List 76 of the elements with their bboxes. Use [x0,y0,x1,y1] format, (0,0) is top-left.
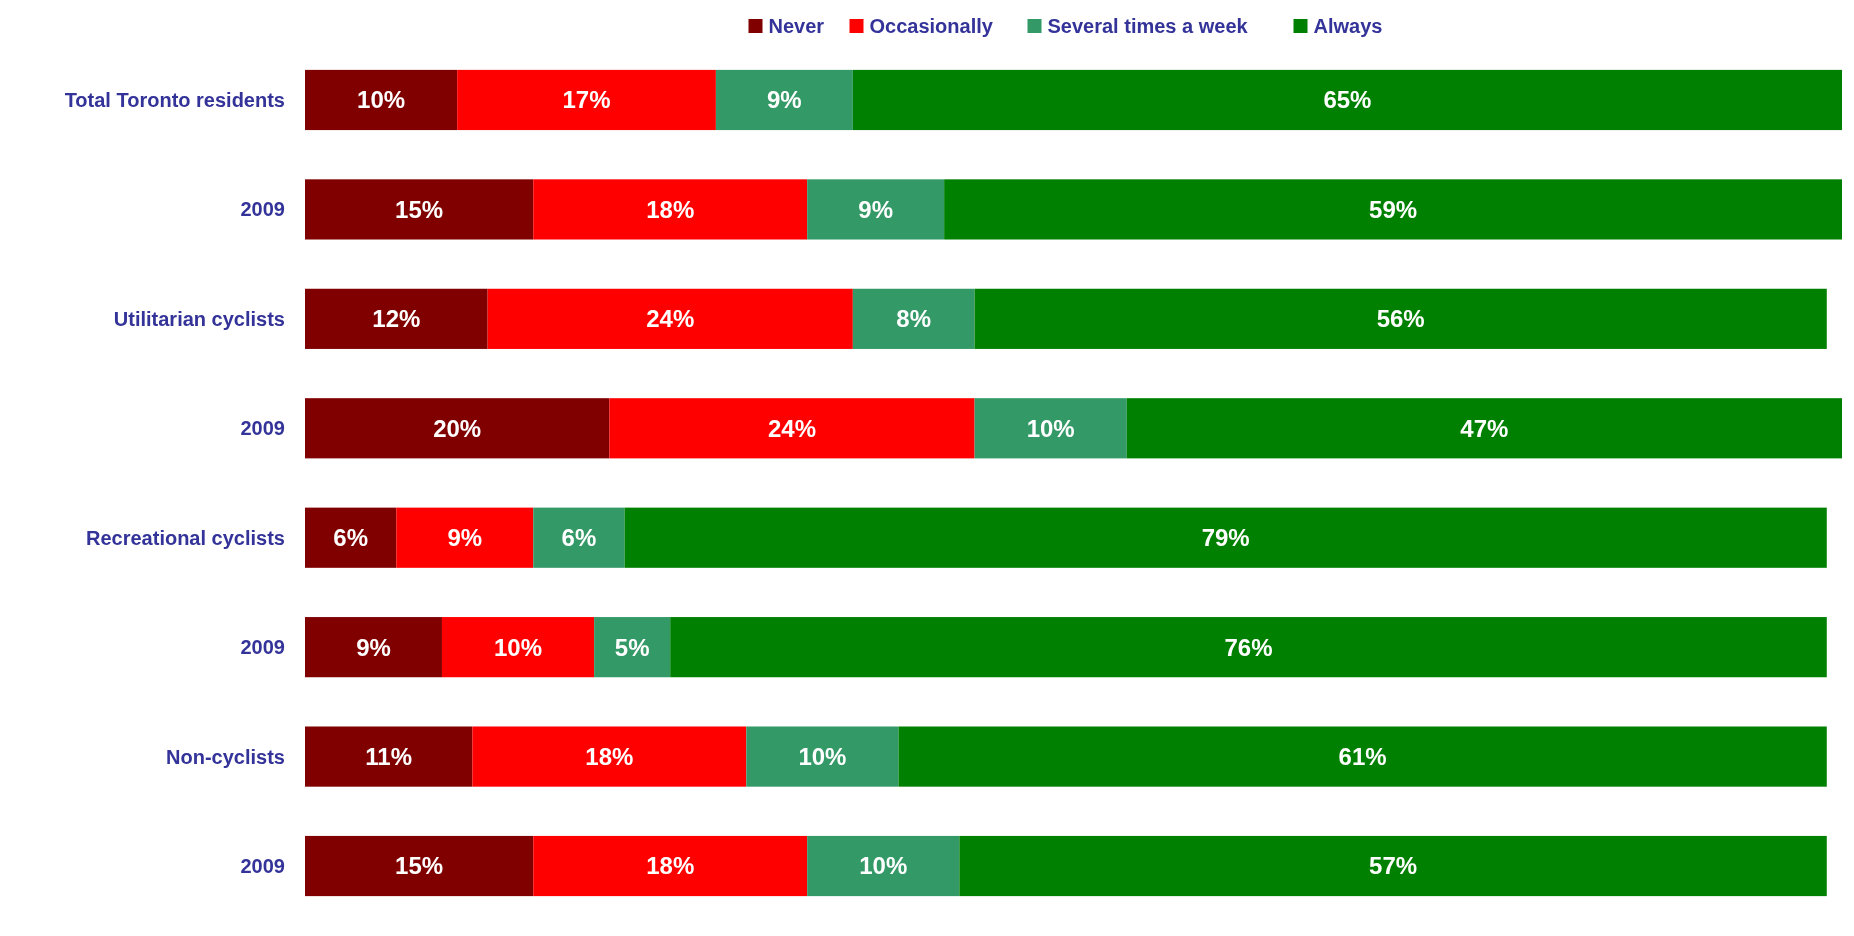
bar [852,69,1842,131]
bar [441,617,595,678]
data-label: 18% [646,195,695,223]
data-label: 9% [356,633,391,661]
bar [944,179,1842,240]
bar [670,617,1827,678]
bar [609,398,975,459]
data-label: 18% [646,852,695,880]
bar [624,507,1827,568]
bar [305,398,610,459]
bar [472,726,747,787]
bar [305,835,534,897]
data-label: 9% [858,195,894,223]
legend-label: Never [768,15,825,37]
data-label: 6% [561,524,597,552]
data-label: 18% [585,742,634,770]
bar [974,398,1127,459]
bar [533,835,808,897]
bar [807,835,960,897]
data-label: 15% [395,195,444,223]
bar [974,288,1827,349]
bar [396,507,534,568]
y-tick-label: Recreational cyclists [86,526,285,549]
bar [305,617,442,678]
legend-label: Always [1313,15,1383,37]
data-label: 5% [614,633,650,661]
data-label: 24% [646,305,695,333]
bar [305,288,488,349]
bar [715,69,853,131]
y-tick-label: 2009 [240,198,285,221]
data-label: 76% [1224,633,1273,661]
bar [487,288,853,349]
bar [305,726,473,787]
data-label: 10% [1026,414,1075,442]
bar [457,69,716,131]
data-label: 12% [372,305,421,333]
y-tick-label: 2009 [240,636,285,659]
data-label: 79% [1201,524,1250,552]
legend-label: Occasionally [869,15,994,37]
data-label: 65% [1323,86,1372,114]
y-tick-label: Total Toronto residents [64,88,285,111]
bar [305,507,397,568]
y-tick-label: 2009 [240,855,285,878]
bar [898,726,1827,787]
data-label: 56% [1376,305,1425,333]
bar [807,179,945,240]
data-label: 59% [1369,195,1418,223]
data-label: 10% [357,86,406,114]
y-tick-label: Utilitarian cyclists [113,307,285,330]
y-tick-label: 2009 [240,417,285,440]
bar [533,179,808,240]
bar [852,288,975,349]
bar [305,69,458,131]
data-label: 8% [896,305,932,333]
data-label: 15% [395,852,444,880]
data-label: 9% [767,86,802,114]
data-label: 20% [433,414,482,442]
bar [746,726,899,787]
data-label: 24% [767,414,816,442]
data-label: 47% [1460,414,1509,442]
bar [959,835,1827,897]
data-label: 10% [798,742,847,770]
data-label: 9% [447,524,483,552]
data-label: 6% [333,524,368,552]
bar [305,179,534,240]
data-label: 57% [1369,852,1418,880]
data-label: 10% [859,852,908,880]
data-label: 17% [562,86,611,114]
bar [594,617,671,678]
data-label: 61% [1338,742,1387,770]
legend-label: Several times a week [1047,15,1249,37]
data-label: 11% [365,742,413,770]
bar [533,507,625,568]
data-label: 10% [494,633,543,661]
y-tick-label: Non-cyclists [166,745,285,768]
bar [1126,398,1842,459]
